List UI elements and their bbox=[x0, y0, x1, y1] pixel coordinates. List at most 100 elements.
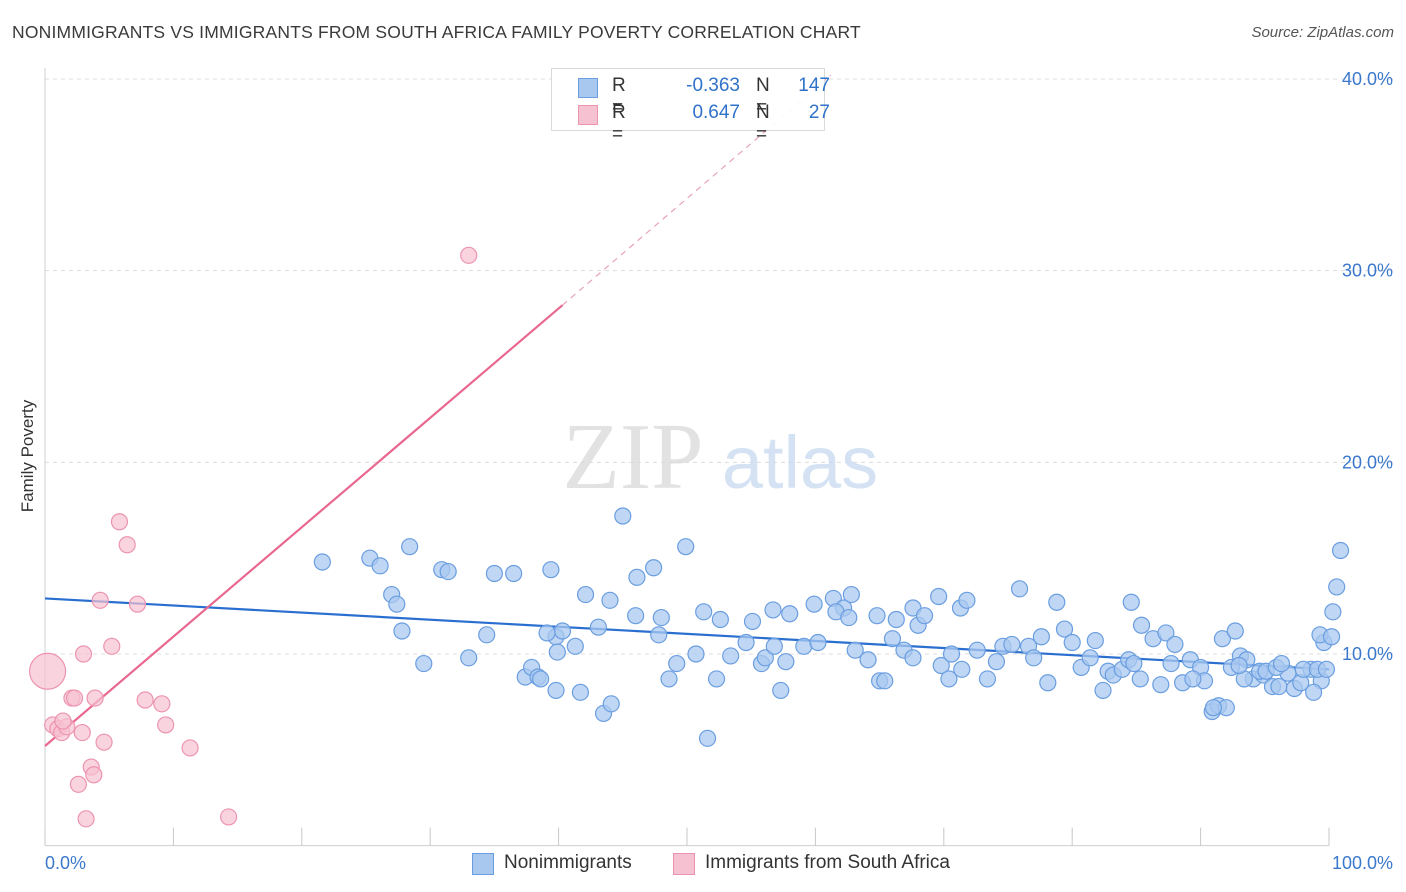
immigrant-point bbox=[103, 637, 121, 655]
nonimmigrant-point bbox=[930, 587, 948, 606]
immigrant-point bbox=[95, 733, 113, 751]
nonimmigrant-point bbox=[737, 633, 755, 652]
nonimmigrant-point bbox=[842, 585, 860, 604]
nonimmigrant-point bbox=[576, 585, 595, 604]
nonimmigrant-point bbox=[401, 538, 419, 556]
bottom-legend-swatch-blue bbox=[472, 853, 494, 875]
nonimmigrant-point bbox=[601, 591, 619, 609]
nonimmigrant-point bbox=[1086, 631, 1104, 650]
nonimmigrant-point bbox=[940, 670, 958, 688]
nonimmigrant-point bbox=[538, 624, 556, 642]
watermark-atlas: atlas bbox=[722, 421, 878, 504]
nonimmigrant-point bbox=[1162, 654, 1180, 673]
tick-labels: 10.0% 20.0% 30.0% 40.0% 0.0% 100.0% bbox=[45, 69, 1393, 873]
nonimmigrant-point bbox=[1063, 633, 1081, 652]
nonimmigrant-point bbox=[627, 607, 645, 625]
nonimmigrant-point bbox=[1132, 616, 1151, 634]
nonimmigrant-point bbox=[532, 670, 550, 688]
nonimmigrant-point bbox=[660, 670, 678, 688]
y-tick-label: 30.0% bbox=[1342, 261, 1393, 281]
nonimmigrant-point bbox=[589, 618, 608, 636]
immigrants-trend-line bbox=[44, 304, 564, 747]
nonimmigrant-point bbox=[887, 610, 905, 629]
nonimmigrant-point bbox=[652, 608, 670, 627]
nonimmigrant-point bbox=[1166, 635, 1184, 654]
nonimmigrant-point bbox=[371, 557, 389, 575]
nonimmigrant-point bbox=[1226, 622, 1244, 640]
nonimmigrant-point bbox=[566, 637, 584, 655]
nonimmigrant-point bbox=[313, 553, 331, 571]
legend-r-label: R = bbox=[612, 102, 626, 145]
immigrant-point bbox=[73, 723, 91, 742]
nonimmigrant-point bbox=[1272, 654, 1291, 673]
nonimmigrant-point bbox=[1122, 593, 1140, 611]
immigrant-point bbox=[118, 536, 136, 554]
nonimmigrant-point bbox=[781, 605, 799, 623]
y-tick-label: 20.0% bbox=[1342, 452, 1393, 472]
nonimmigrant-point bbox=[722, 647, 740, 665]
nonimmigrant-point bbox=[840, 608, 858, 627]
nonimmigrant-point bbox=[915, 607, 934, 625]
nonimmigrant-point bbox=[1331, 541, 1350, 560]
bottom-legend-swatch-pink bbox=[673, 853, 695, 875]
nonimmigrant-point bbox=[1039, 674, 1057, 692]
nonimmigrant-point bbox=[695, 603, 713, 621]
nonimmigrant-point bbox=[602, 695, 620, 713]
nonimmigrant-point bbox=[1125, 654, 1143, 673]
nonimmigrant-point bbox=[1230, 656, 1248, 675]
immigrant-point bbox=[54, 712, 72, 730]
nonimmigrant-point bbox=[1157, 624, 1175, 642]
nonimmigrant-point bbox=[1204, 699, 1223, 717]
nonimmigrant-point bbox=[1322, 628, 1341, 646]
immigrant-point bbox=[220, 808, 238, 826]
immigrant-point bbox=[65, 689, 84, 707]
y-tick-label: 10.0% bbox=[1342, 644, 1393, 664]
nonimmigrant-point bbox=[505, 564, 523, 583]
nonimmigrant-point bbox=[542, 561, 560, 579]
nonimmigrant-point bbox=[846, 641, 864, 659]
nonimmigrant-point bbox=[876, 672, 894, 690]
legend-n-label: N = bbox=[756, 102, 770, 145]
nonimmigrant-point bbox=[1184, 670, 1202, 688]
nonimmigrant-point bbox=[650, 626, 668, 644]
immigrant-point bbox=[157, 716, 175, 734]
stats-legend: R = -0.363 N = 147 R = 0.647 N = 27 bbox=[551, 68, 830, 145]
nonimmigrant-point bbox=[415, 654, 433, 673]
nonimmigrant-point bbox=[904, 649, 922, 667]
immigrant-point bbox=[77, 810, 95, 828]
immigrant-point bbox=[28, 652, 67, 690]
legend-r-value: -0.363 bbox=[686, 75, 740, 96]
immigrant-point bbox=[85, 766, 103, 784]
legend-r-label: R = bbox=[612, 75, 626, 118]
immigrant-point bbox=[153, 695, 171, 713]
immigrant-point bbox=[460, 246, 478, 264]
nonimmigrant-point bbox=[1010, 580, 1029, 598]
immigrant-point bbox=[136, 691, 154, 709]
nonimmigrant-point bbox=[711, 610, 729, 629]
immigrant-point bbox=[74, 645, 93, 663]
nonimmigrant-point bbox=[553, 622, 572, 640]
nonimmigrant-point bbox=[1048, 593, 1066, 611]
nonimmigrant-point bbox=[1032, 628, 1050, 646]
x-tick-label: 0.0% bbox=[45, 853, 86, 873]
nonimmigrant-point bbox=[698, 729, 717, 747]
nonimmigrant-point bbox=[1304, 683, 1323, 701]
grid-lines bbox=[45, 78, 1393, 655]
nonimmigrant-point bbox=[439, 562, 457, 581]
nonimmigrant-point bbox=[548, 643, 566, 661]
data-points bbox=[28, 246, 1350, 828]
nonimmigrant-point bbox=[756, 649, 774, 667]
legend-n-value: 147 bbox=[798, 75, 830, 96]
x-tick-label: 100.0% bbox=[1332, 853, 1393, 873]
nonimmigrant-point bbox=[388, 595, 406, 613]
nonimmigrant-point bbox=[868, 607, 886, 625]
nonimmigrant-point bbox=[777, 653, 795, 671]
legend-n-value: 27 bbox=[808, 102, 830, 123]
immigrant-point bbox=[86, 689, 104, 707]
immigrant-point bbox=[128, 595, 147, 613]
nonimmigrant-point bbox=[1213, 630, 1232, 648]
trend-lines bbox=[44, 74, 1330, 747]
nonimmigrant-point bbox=[1025, 649, 1043, 667]
source-attribution: Source: ZipAtlas.com bbox=[1251, 24, 1394, 41]
